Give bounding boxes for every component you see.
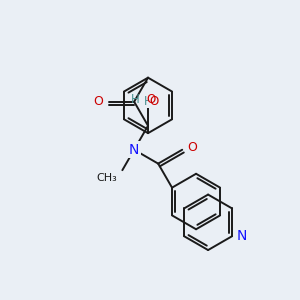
Text: O: O — [187, 141, 197, 154]
Text: N: N — [237, 229, 247, 243]
Text: CH₃: CH₃ — [97, 173, 117, 183]
Text: H: H — [131, 93, 140, 106]
Text: H: H — [144, 95, 152, 108]
Text: O: O — [149, 95, 159, 108]
Text: O: O — [146, 93, 155, 106]
Text: N: N — [129, 143, 139, 157]
Text: O: O — [93, 95, 103, 108]
